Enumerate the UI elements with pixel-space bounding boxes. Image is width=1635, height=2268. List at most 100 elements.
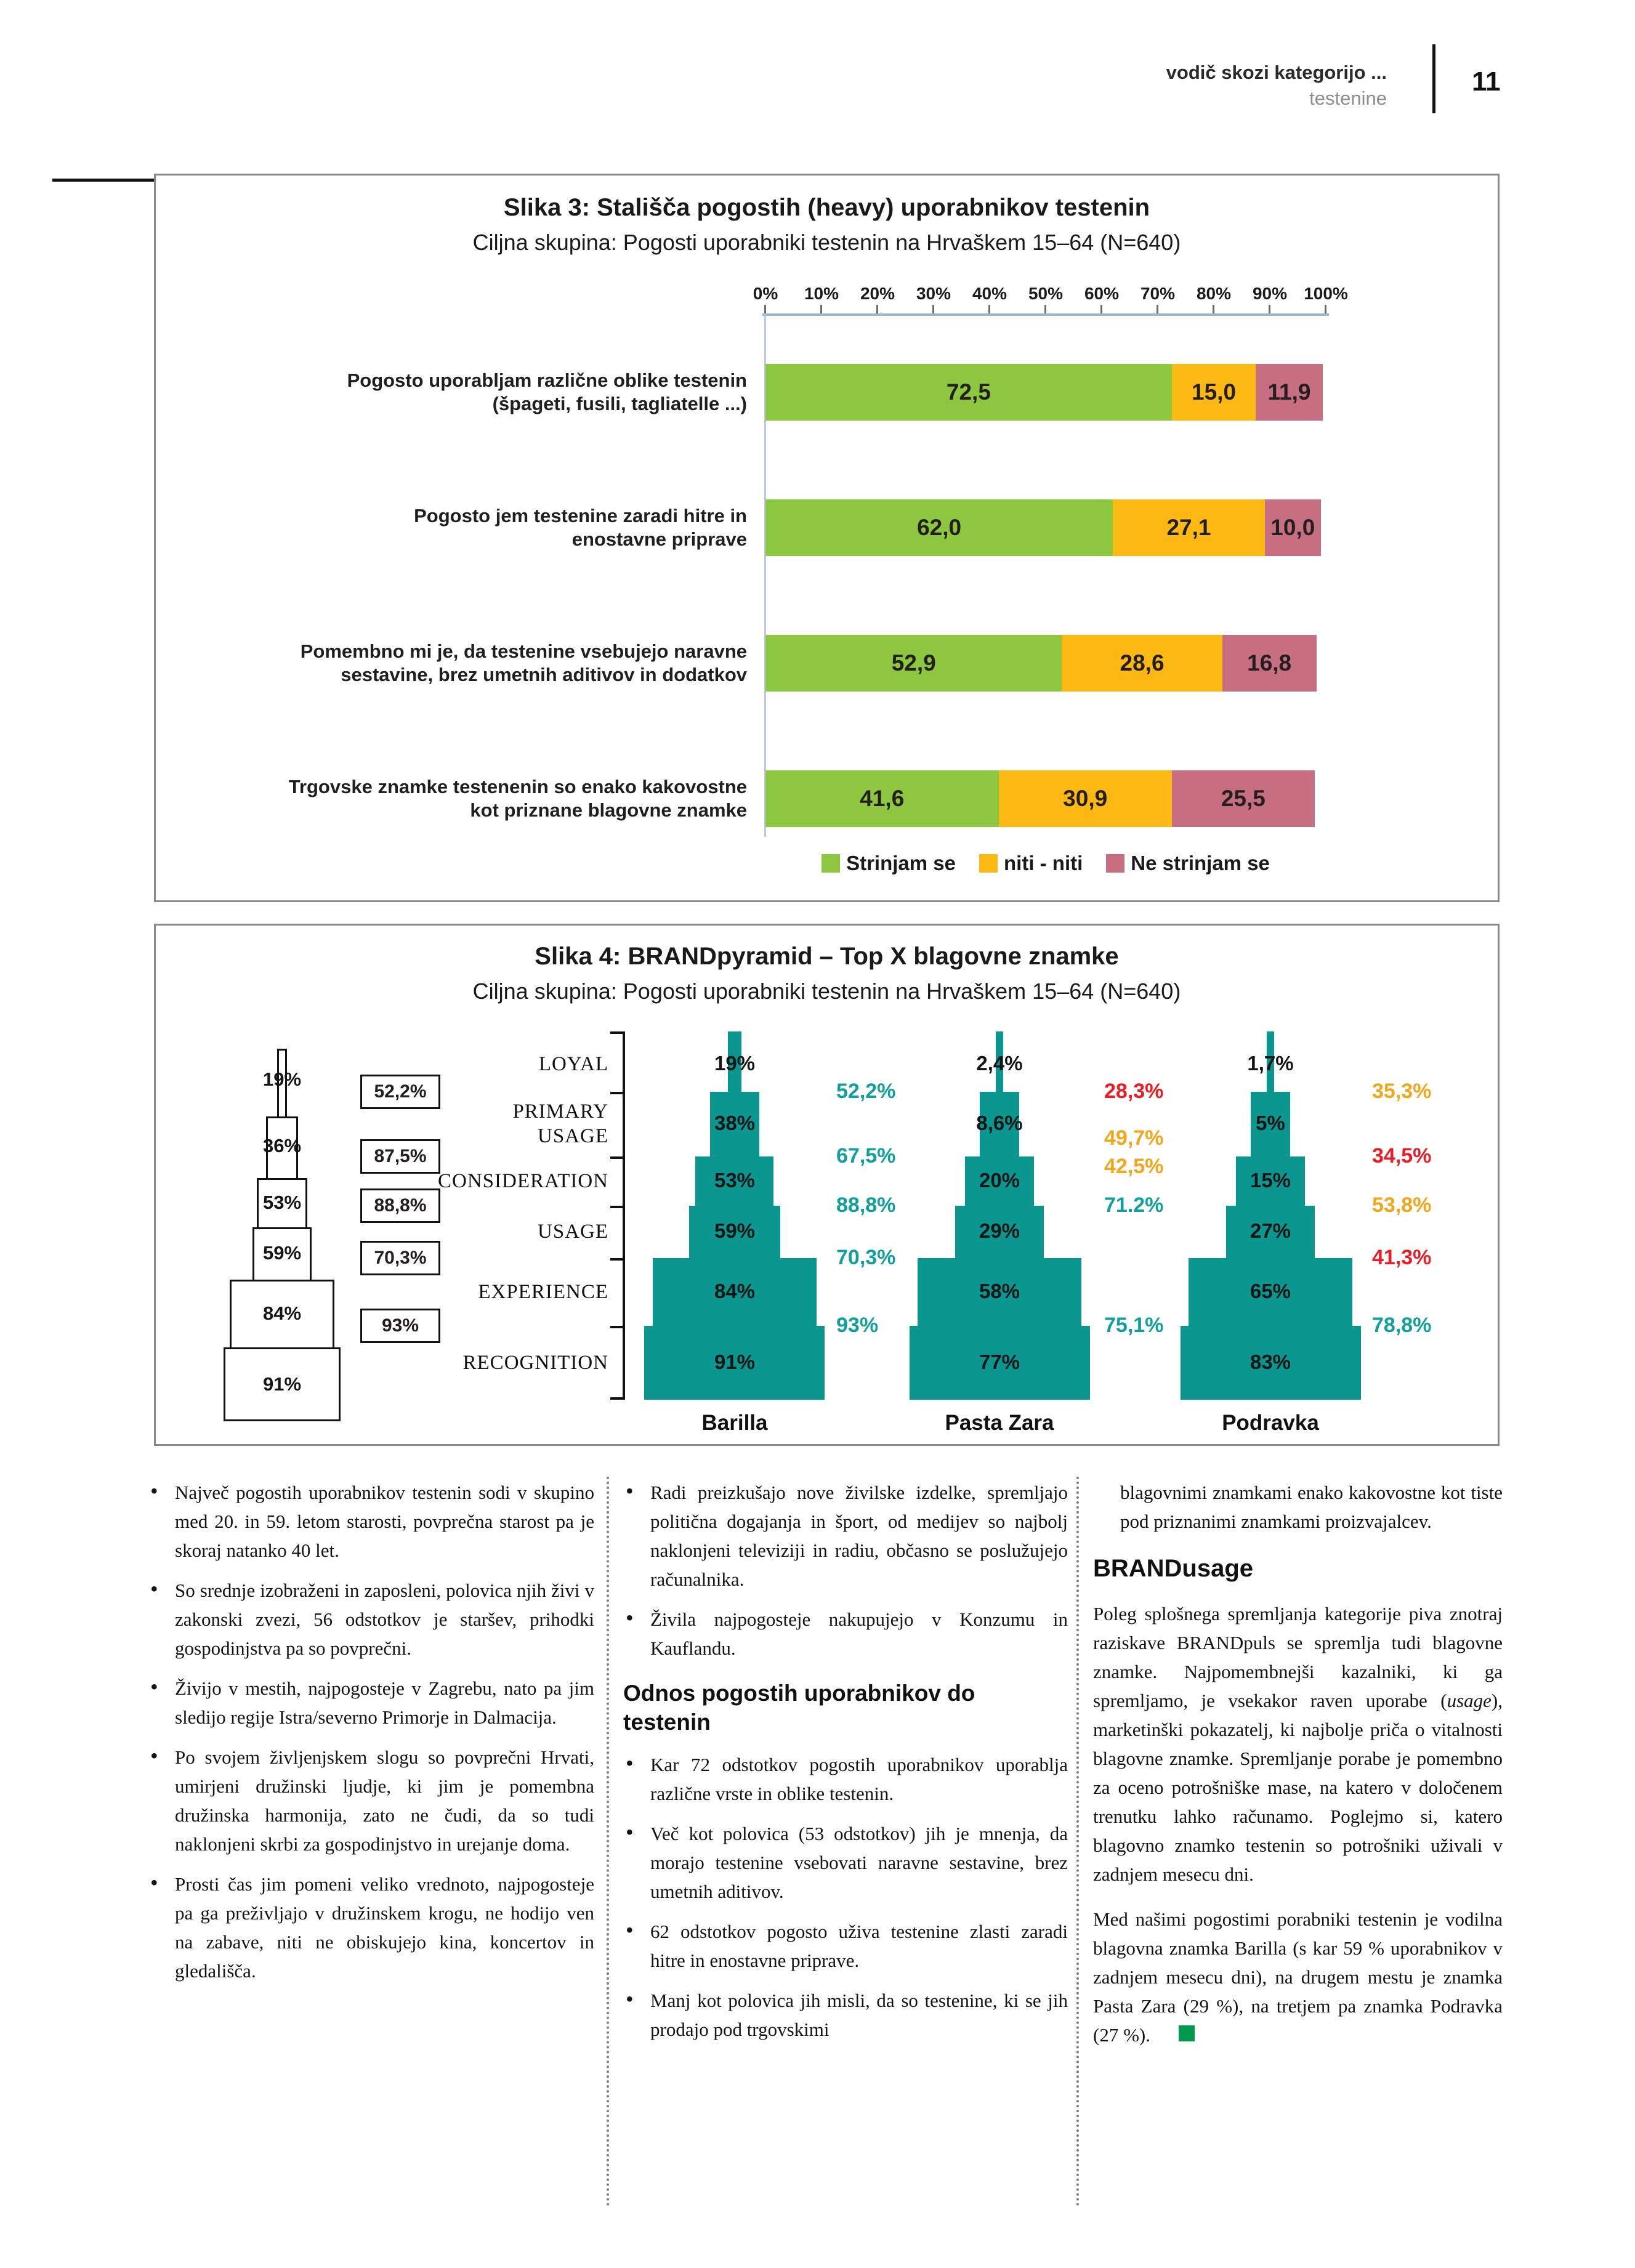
x-axis [762,313,1329,316]
pyramid-level-consideration [257,1178,307,1229]
conversion-rate: 88,8% [836,1193,896,1217]
column-divider [607,1477,609,2206]
bracket-tick [610,1397,623,1400]
brand-value: 27% [1249,1219,1291,1242]
bullet-icon: • [150,1576,158,1601]
conversion-box: 93% [360,1309,440,1343]
stage-bracket [623,1031,625,1400]
pyramid-level-experience [653,1258,817,1326]
bar-row-label: Pogosto uporabljam različne oblike teste… [347,369,747,414]
brand-value: 5% [1256,1112,1285,1134]
paragraph: Poleg splošnega spremljanja kategorije p… [1093,1603,1503,1885]
pyramid-level-primary [980,1092,1019,1156]
x-tick [1269,305,1270,313]
bullet-text: Največ pogostih uporabnikov testenin sod… [175,1482,594,1561]
conversion-rate: 71.2% [1104,1193,1164,1217]
pyramid-level-primary [710,1092,759,1156]
bar-row-label: Pogosto jem testenine zaradi hitre in eno… [414,505,747,550]
page-number: 11 [1472,67,1501,97]
continuation-paragraph: blagovnimi znamkami enako kakovostne kot… [1120,1482,1503,1532]
conversion-rate: 28,3% [1104,1080,1164,1103]
overall-value: 84% [262,1302,302,1324]
pyramid-level-recognition [1181,1326,1361,1400]
conversion-rate: 42,5% [1104,1155,1164,1178]
bullet-text: 62 odstotkov pogosto uživa testenine zla… [650,1921,1068,1971]
brand-name: Barilla [701,1411,768,1435]
pyramid-level-recognition [644,1326,825,1400]
legend-label: niti - niti [1004,852,1083,874]
pyramid-level-consideration [695,1156,773,1206]
zero-gridline [764,313,766,837]
conversion-rate: 67,5% [836,1144,896,1168]
bullet-icon: • [150,1674,158,1699]
column-divider [1076,1477,1079,2206]
figure4-box: Slika 4: BRANDpyramid – Top X blagovne z… [154,924,1500,1446]
section-heading: Odnos pogostih uporabnikov do testenin [623,1681,975,1735]
x-tick [764,305,766,313]
article-column-2: • Radi preizkušajo nove živilske izdelke,… [623,1478,1068,2055]
stage-label-experience: EXPERIENCE [478,1281,608,1303]
bar-segment-agree: 41,6 [765,770,999,827]
figure3-box: Slika 3: Stališča pogostih (heavy) upora… [154,174,1500,902]
list-item: • Največ pogostih uporabnikov testenin so… [148,1478,594,1565]
bar-segment-disagree: 25,5 [1171,770,1315,827]
overall-value: 91% [262,1373,302,1395]
bracket-tick [610,1031,623,1034]
bar-row-label: Pomembno mi je, da testenine vsebujejo n… [300,640,747,685]
stage-label-loyal: LOYAL [538,1053,608,1075]
x-tick-label: 100% [1304,284,1348,303]
x-tick [876,305,878,313]
bullet-icon: • [150,1479,158,1503]
bar-segment-disagree: 10,0 [1264,499,1321,556]
pyramid-level-primary [266,1116,298,1180]
list-item: • Po svojem življenjskem slogu so povpreč… [148,1743,594,1858]
list-item: • 62 odstotkov pogosto uživa testenine zl… [623,1917,1068,1975]
stage-label-usage: USAGE [537,1221,608,1243]
brand-value: 91% [714,1350,756,1373]
stage-label-primary-usage: PRIMARY USAGE [512,1100,608,1147]
bullet-icon: • [626,1479,634,1503]
x-tick [1325,305,1326,313]
bracket-tick [610,1258,623,1261]
pyramid-level-consideration [965,1156,1034,1206]
x-tick-label: 50% [1028,284,1064,303]
x-tick [932,305,934,313]
margin-rule [52,179,154,182]
brand-value: 8,6% [976,1112,1023,1134]
x-tick [820,305,822,313]
legend-swatch-agree [822,854,841,873]
figure4-subtitle: Ciljna skupina: Pogosti uporabniki teste… [472,979,1181,1004]
bullet-text: So srednje izobraženi in zaposleni, polo… [175,1580,594,1659]
brand-value: 59% [714,1219,756,1242]
conversion-rate: 93% [836,1314,879,1337]
conversion-rate: 78,8% [1372,1314,1432,1337]
x-tick-label: 70% [1140,284,1176,303]
pyramid-level-loyal [1267,1031,1274,1092]
bullet-icon: • [626,1918,634,1942]
bar-row: 41,6 30,9 25,5 [765,770,1315,827]
bullet-icon: • [150,1870,158,1895]
section-heading-brandusage: BRANDusage [1093,1555,1254,1582]
bullet-icon: • [626,1751,634,1775]
bullet-icon: • [626,1820,634,1844]
bracket-tick [610,1326,623,1328]
overall-value: 59% [262,1242,302,1264]
bullet-text: Živila najpogosteje nakupujejo v Konzumu… [650,1608,1068,1659]
pyramid-level-recognition [910,1326,1090,1400]
bar-row: 72,5 15,0 11,9 [765,364,1323,421]
x-tick-label: 90% [1252,284,1288,303]
pyramid-level-loyal [728,1031,741,1092]
bar-segment-agree: 52,9 [765,635,1062,692]
bar-segment-agree: 72,5 [765,364,1172,421]
bullet-text: Po svojem življenjskem slogu so povprečn… [175,1746,594,1855]
paragraph: Med našimi pogostimi porabniki testenin … [1093,1908,1503,2046]
pyramid-level-usage [689,1206,780,1258]
bar-segment-disagree: 11,9 [1256,364,1323,421]
pyramid-level-recognition [224,1347,341,1421]
bullet-icon: • [150,1743,158,1768]
bracket-tick [610,1156,623,1159]
bar-segment-neutral: 15,0 [1171,364,1256,421]
brand-value: 15% [1249,1169,1291,1192]
pyramid-level-usage [1226,1206,1315,1258]
